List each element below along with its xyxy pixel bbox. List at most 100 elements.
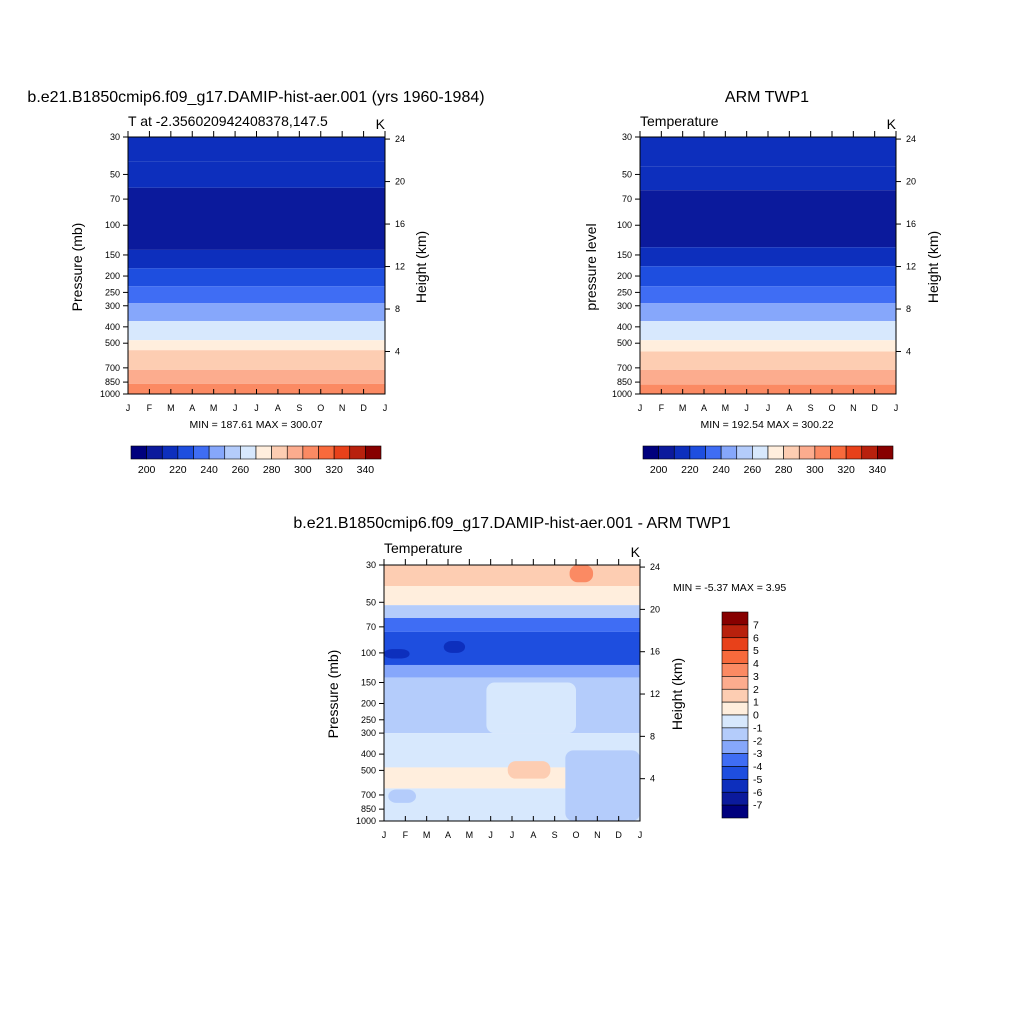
colorbar-swatch	[783, 445, 800, 460]
y-tick-label: 300	[361, 728, 376, 738]
colorbar-swatch	[814, 445, 831, 460]
x-tick-label: D	[360, 403, 367, 413]
colorbar-swatch	[161, 445, 179, 460]
x-tick-label: J	[638, 830, 643, 840]
colorbar-swatch	[736, 445, 753, 460]
colorbar-swatch	[193, 445, 210, 460]
x-tick-label: J	[744, 403, 749, 413]
colorbar-swatch	[286, 445, 304, 460]
contour-band	[128, 350, 385, 370]
contour-band	[640, 321, 896, 341]
contour-patch	[388, 789, 416, 803]
colorbar-swatch	[721, 804, 749, 819]
colorbar-swatch	[349, 445, 366, 460]
panel-obs-ylabel-right: Height (km)	[925, 231, 941, 303]
y-tick-label: 50	[110, 169, 120, 179]
colorbar-swatch	[130, 445, 147, 460]
colorbar-label: -3	[753, 748, 762, 760]
colorbar-swatch	[721, 779, 749, 793]
y-tick-label: 150	[361, 677, 376, 687]
panel-diff-stats: MIN = -5.37 MAX = 3.95	[673, 582, 786, 594]
colorbar-label: -6	[753, 787, 762, 799]
x-tick-label: J	[488, 830, 493, 840]
x-tick-label: O	[572, 830, 579, 840]
y-right-tick-label: 12	[906, 262, 916, 272]
x-tick-label: F	[659, 403, 665, 413]
colorbar-label: 280	[263, 464, 281, 476]
y-tick-label: 50	[622, 169, 632, 179]
colorbar-label: 0	[753, 710, 759, 722]
contour-band	[640, 166, 896, 191]
y-tick-label: 200	[361, 699, 376, 709]
panel-model-ylabel-right: Height (km)	[413, 231, 429, 303]
x-tick-label: N	[339, 403, 346, 413]
y-tick-label: 500	[617, 338, 632, 348]
x-tick-label: J	[638, 403, 643, 413]
panel-model-ylabel: Pressure (mb)	[69, 223, 85, 312]
panel-model-left-subtitle: T at -2.356020942408378,147.5	[128, 113, 328, 129]
y-right-tick-label: 8	[906, 304, 911, 314]
colorbar-label: 1	[753, 697, 759, 709]
y-tick-label: 70	[366, 622, 376, 632]
x-tick-label: O	[317, 403, 324, 413]
contour-patch	[507, 761, 551, 779]
contour-patch	[569, 565, 594, 583]
colorbar-swatch	[642, 445, 659, 460]
contour-patch	[565, 750, 640, 821]
contour-band	[384, 631, 640, 665]
colorbar-swatch	[721, 688, 749, 703]
colorbar-swatch	[146, 445, 163, 460]
colorbar-label: 300	[294, 464, 312, 476]
y-tick-label: 150	[617, 250, 632, 260]
y-tick-label: 100	[617, 220, 632, 230]
colorbar-label: -5	[753, 774, 762, 786]
y-tick-label: 200	[105, 271, 120, 281]
colorbar-swatch	[208, 445, 226, 460]
contour-band	[640, 247, 896, 267]
contour-band	[128, 303, 385, 322]
panel-diff-ylabel-right: Height (km)	[669, 658, 685, 730]
y-right-tick-label: 8	[650, 731, 655, 741]
colorbar-swatch	[240, 445, 257, 460]
panel-diff-title: b.e21.B1850cmip6.f09_g17.DAMIP-hist-aer.…	[293, 515, 730, 532]
colorbar-swatch	[271, 445, 288, 460]
x-tick-label: A	[530, 830, 536, 840]
colorbar-label: 6	[753, 632, 759, 644]
x-tick-label: M	[167, 403, 175, 413]
contour-patch	[443, 641, 466, 653]
panel-diff-units: K	[631, 544, 641, 560]
x-tick-label: M	[210, 403, 218, 413]
x-tick-label: A	[445, 830, 451, 840]
colorbar-swatch	[721, 791, 749, 806]
colorbar-swatch	[721, 753, 749, 767]
y-tick-label: 100	[361, 648, 376, 658]
y-tick-label: 30	[622, 132, 632, 142]
colorbar-label: 7	[753, 619, 759, 631]
contour-band	[384, 605, 640, 618]
x-tick-label: J	[383, 403, 388, 413]
contour-band	[128, 161, 385, 188]
x-tick-label: N	[594, 830, 601, 840]
x-tick-label: A	[786, 403, 792, 413]
colorbar-label: 260	[744, 464, 762, 476]
colorbar-swatch	[333, 445, 351, 460]
panel-obs-title: ARM TWP1	[725, 89, 809, 106]
colorbar-label: 200	[138, 464, 156, 476]
colorbar-swatch	[721, 676, 749, 690]
x-tick-label: M	[679, 403, 687, 413]
panel-diff-left-subtitle: Temperature	[384, 540, 463, 556]
x-tick-label: S	[552, 830, 558, 840]
contour-band	[128, 137, 385, 162]
y-tick-label: 1000	[356, 816, 376, 826]
x-tick-label: J	[382, 830, 387, 840]
y-tick-label: 400	[361, 749, 376, 759]
y-right-tick-label: 24	[395, 134, 405, 144]
panel-model-title: b.e21.B1850cmip6.f09_g17.DAMIP-hist-aer.…	[27, 89, 484, 106]
colorbar-label: -7	[753, 800, 762, 812]
contour-band	[128, 340, 385, 351]
colorbar-label: 220	[681, 464, 699, 476]
y-tick-label: 850	[617, 377, 632, 387]
colorbar-swatch	[861, 445, 878, 460]
colorbar-swatch	[365, 445, 382, 460]
